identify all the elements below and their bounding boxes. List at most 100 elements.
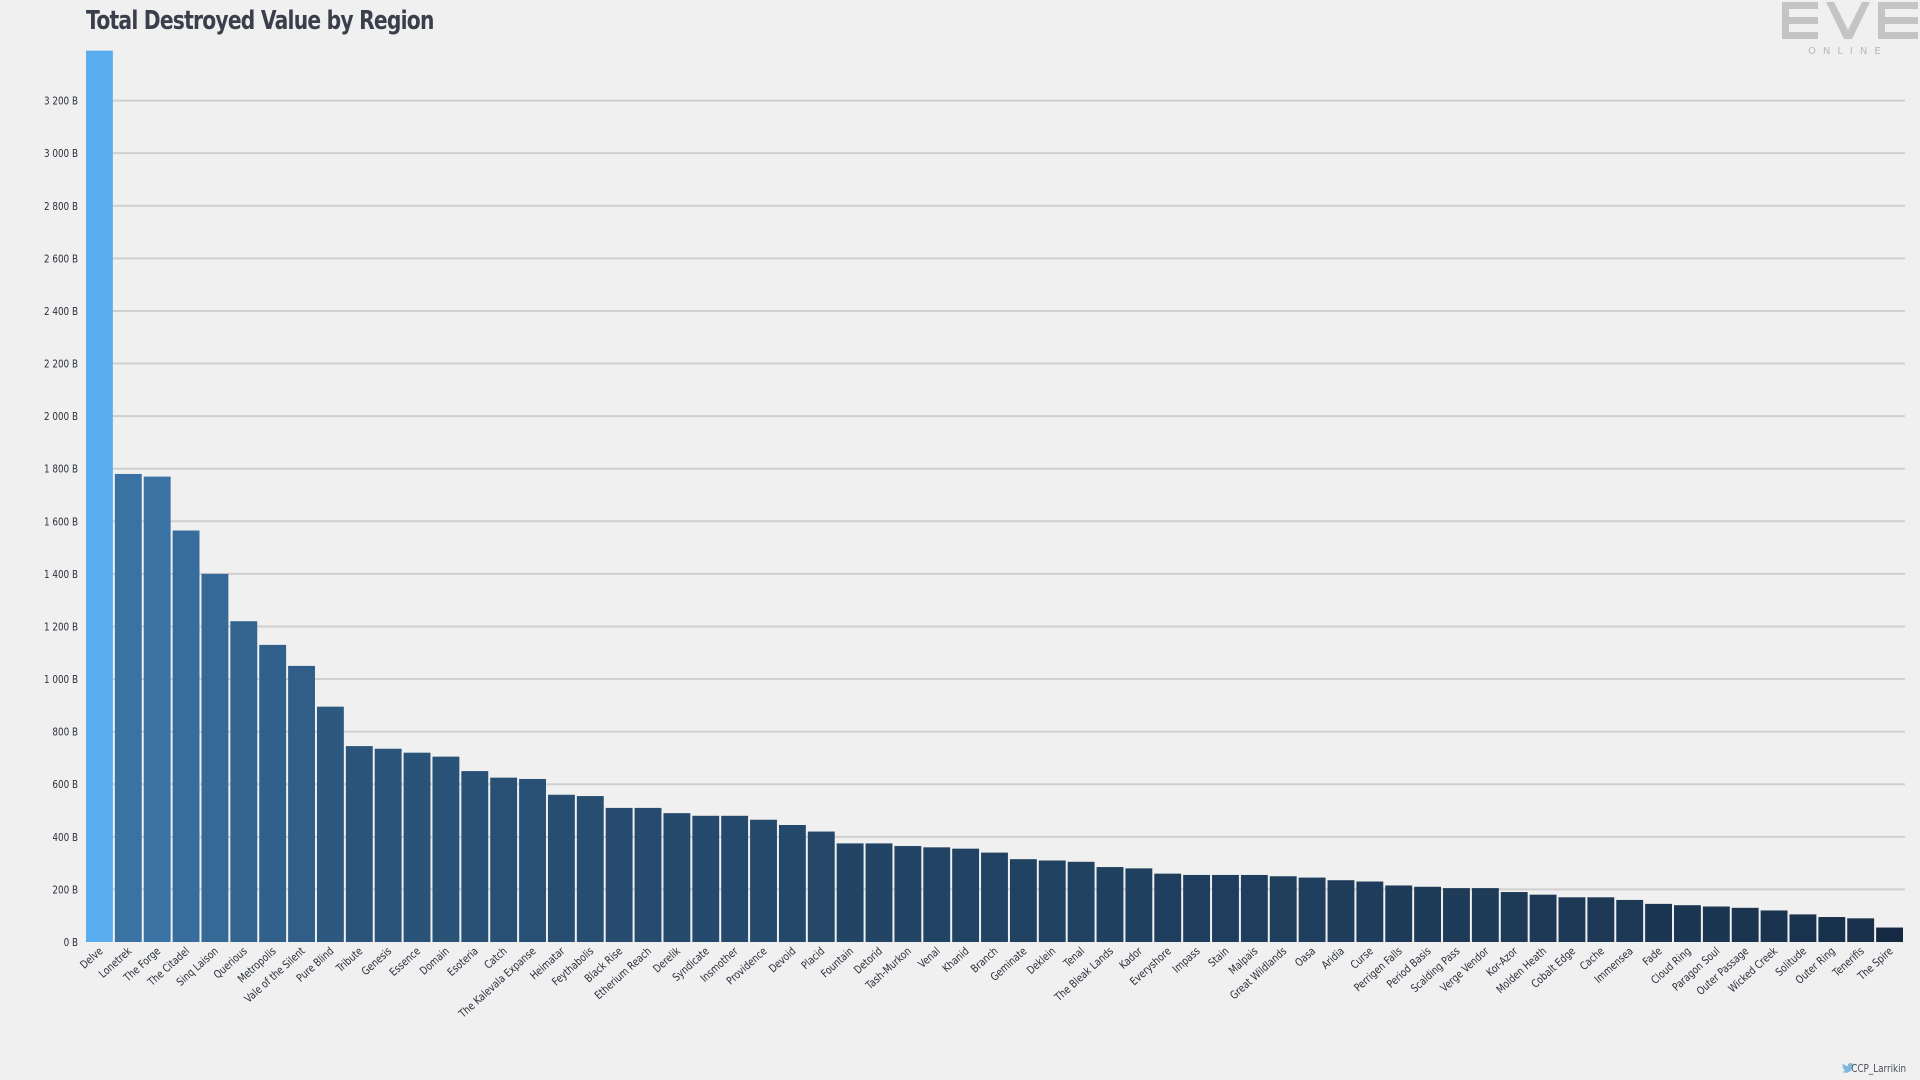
bar-impass bbox=[1183, 874, 1211, 942]
bar-everyshore bbox=[1154, 873, 1182, 942]
bar-outer-ring bbox=[1818, 917, 1846, 942]
bar-fade bbox=[1645, 903, 1673, 942]
bar-esoteria bbox=[461, 771, 489, 942]
chart-title: Total Destroyed Value by Region bbox=[86, 6, 434, 36]
y-tick-label: 3 000 B bbox=[44, 148, 78, 160]
x-tick-label: Fountain bbox=[819, 945, 856, 980]
bars bbox=[86, 50, 1903, 942]
bar-branch bbox=[981, 852, 1008, 942]
y-tick-label: 2 000 B bbox=[44, 411, 78, 423]
y-tick-label: 3 200 B bbox=[44, 96, 78, 108]
x-tick-label: Khanid bbox=[941, 945, 972, 975]
bar-immensea bbox=[1616, 899, 1644, 942]
x-tick-label: Impass bbox=[1171, 945, 1203, 975]
bar-lonetrek bbox=[114, 473, 142, 942]
y-tick-label: 2 400 B bbox=[44, 306, 78, 318]
bar-metropolis bbox=[259, 644, 287, 942]
bar-querious bbox=[230, 621, 258, 942]
bar-kor-azor bbox=[1500, 892, 1528, 942]
bar-paragon-soul bbox=[1702, 906, 1730, 942]
y-tick-label: 400 B bbox=[52, 832, 78, 844]
x-tick-label: Fade bbox=[1641, 945, 1665, 968]
y-tick-label: 0 B bbox=[64, 937, 79, 949]
bar-catch bbox=[490, 777, 518, 942]
y-tick-label: 1 000 B bbox=[44, 674, 78, 686]
bar-geminate bbox=[1009, 859, 1037, 942]
y-tick-label: 1 200 B bbox=[44, 622, 78, 634]
bar-curse bbox=[1356, 881, 1384, 942]
bar-derelik bbox=[663, 813, 691, 942]
bar-perrigen-falls bbox=[1385, 885, 1413, 942]
bar-aridia bbox=[1327, 880, 1355, 942]
bar-heimatar bbox=[547, 794, 575, 942]
bar-delve bbox=[86, 50, 113, 942]
bar-insmother bbox=[721, 815, 749, 942]
bar-period-basis bbox=[1414, 886, 1442, 942]
bar-domain bbox=[432, 756, 460, 942]
bar-oasa bbox=[1298, 877, 1326, 942]
bar-deklein bbox=[1038, 860, 1066, 942]
x-tick-label: Esoteria bbox=[446, 945, 481, 979]
twitter-bird-icon bbox=[1842, 1063, 1854, 1073]
bar-cloud-ring bbox=[1674, 905, 1701, 942]
author-handle: CCP_Larrikin bbox=[1851, 1062, 1907, 1075]
y-tick-label: 2 600 B bbox=[44, 254, 78, 266]
bar-great-wildlands bbox=[1269, 876, 1297, 942]
author-credit: CCP_Larrikin bbox=[1840, 1062, 1906, 1075]
bar-tenerifis bbox=[1847, 918, 1875, 942]
bar-solitude bbox=[1789, 914, 1817, 942]
x-tick-label: Stain bbox=[1207, 945, 1232, 969]
x-tick-label: Essence bbox=[388, 945, 423, 979]
bar-fountain bbox=[836, 843, 864, 942]
eve-online-logo-text: ONLINE bbox=[1808, 46, 1888, 57]
x-tick-label: Venal bbox=[917, 945, 943, 970]
y-tick-label: 200 B bbox=[52, 885, 78, 897]
bar-wicked-creek bbox=[1760, 910, 1788, 942]
bar-tash-murkon bbox=[894, 846, 922, 942]
bar-providence bbox=[750, 819, 777, 942]
bar-vale-of-the-silent bbox=[288, 665, 315, 942]
y-tick-label: 2 200 B bbox=[44, 359, 78, 371]
bar-the-citadel bbox=[172, 530, 200, 942]
bar-cache bbox=[1587, 897, 1615, 942]
x-tick-label: Devoid bbox=[767, 945, 798, 975]
bar-scalding-pass bbox=[1443, 888, 1470, 942]
bar-sinq-laison bbox=[201, 573, 229, 942]
bar-the-forge bbox=[143, 476, 171, 942]
bar-detorid bbox=[865, 843, 893, 942]
eve-online-logo bbox=[1782, 2, 1918, 39]
bar-the-bleak-lands bbox=[1096, 867, 1124, 942]
y-tick-label: 1 800 B bbox=[44, 464, 78, 476]
bar-cobalt-edge bbox=[1558, 897, 1586, 942]
bar-pure-blind bbox=[316, 706, 344, 942]
bar-essence bbox=[403, 752, 431, 942]
bar-verge-vendor bbox=[1471, 888, 1499, 942]
bar-black-rise bbox=[605, 807, 633, 942]
bar-genesis bbox=[374, 748, 402, 942]
x-tick-label: Oasa bbox=[1293, 945, 1318, 969]
x-tick-label: Aridia bbox=[1320, 945, 1347, 971]
bar-tribute bbox=[345, 746, 373, 942]
x-tick-label: Deklein bbox=[1025, 945, 1058, 977]
y-tick-label: 600 B bbox=[52, 779, 78, 791]
y-tick-label: 800 B bbox=[52, 727, 78, 739]
bar-tenal bbox=[1067, 861, 1095, 942]
bar-venal bbox=[923, 847, 951, 942]
bar-syndicate bbox=[692, 815, 720, 942]
bar-stain bbox=[1212, 874, 1239, 942]
x-tick-label: Domain bbox=[418, 945, 452, 977]
y-tick-label: 1 600 B bbox=[44, 516, 78, 528]
bar-feythabolis bbox=[576, 796, 604, 942]
y-axis-tick-labels: 0 B 200 B 400 B 600 B 800 B 1 000 B 1 200 B 1 4… bbox=[44, 96, 78, 950]
bar-outer-passage bbox=[1731, 907, 1759, 942]
x-tick-label: Genesis bbox=[360, 945, 395, 978]
bar-malpais bbox=[1240, 874, 1268, 942]
bar-molden-heath bbox=[1529, 894, 1557, 942]
y-tick-label: 2 800 B bbox=[44, 201, 78, 213]
bar-etherium-reach bbox=[634, 807, 662, 942]
bar-khanid bbox=[952, 848, 980, 942]
bar-the-spire bbox=[1876, 927, 1903, 942]
